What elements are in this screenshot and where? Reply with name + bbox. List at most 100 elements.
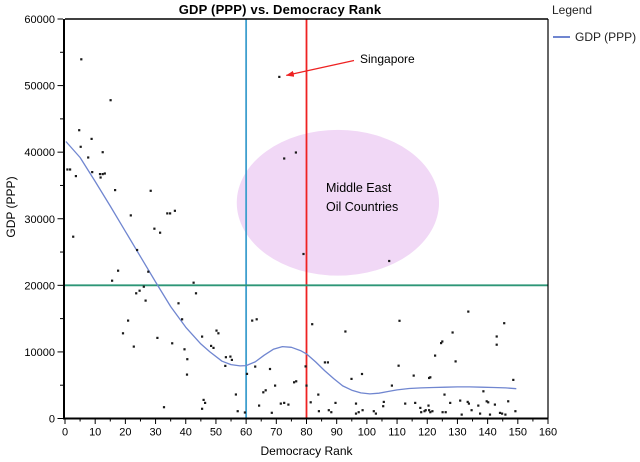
data-point bbox=[87, 156, 90, 159]
data-point bbox=[420, 411, 423, 414]
data-point bbox=[467, 310, 470, 313]
data-point bbox=[74, 175, 77, 178]
data-point bbox=[479, 412, 482, 415]
y-axis-title: GDP (PPP) bbox=[4, 176, 18, 238]
data-point bbox=[156, 336, 159, 339]
data-point bbox=[279, 402, 282, 405]
data-point bbox=[98, 173, 102, 176]
data-point bbox=[204, 401, 207, 404]
data-point bbox=[441, 411, 444, 414]
middle-east-highlight-ellipse bbox=[236, 129, 440, 276]
x-tick-label-140: 140 bbox=[478, 427, 496, 439]
data-point bbox=[326, 361, 329, 364]
data-point bbox=[147, 270, 150, 273]
data-point bbox=[434, 354, 437, 357]
data-point bbox=[305, 384, 308, 387]
data-point bbox=[135, 292, 138, 295]
data-point bbox=[111, 279, 114, 282]
data-point bbox=[514, 410, 517, 413]
data-point bbox=[454, 360, 457, 363]
data-point bbox=[217, 332, 220, 335]
y-tick-label-30000: 30000 bbox=[24, 214, 55, 226]
data-point bbox=[142, 285, 145, 288]
data-point bbox=[201, 407, 204, 410]
data-point bbox=[212, 346, 215, 349]
y-tick-label-60000: 60000 bbox=[24, 14, 55, 26]
data-point bbox=[330, 411, 333, 414]
data-point bbox=[236, 410, 239, 413]
data-point bbox=[287, 403, 290, 406]
data-point bbox=[485, 400, 488, 403]
data-point bbox=[109, 99, 112, 102]
data-point bbox=[153, 227, 156, 230]
x-tick-label-130: 130 bbox=[448, 427, 466, 439]
data-point bbox=[215, 329, 218, 332]
x-tick-label-70: 70 bbox=[270, 427, 282, 439]
axis-tick-labels: 0 10 20 30 40 50 60 70 80 90 100 110 120 130 140 150 160… bbox=[24, 14, 557, 439]
legend-line-swatch bbox=[553, 36, 570, 38]
data-point bbox=[354, 412, 358, 415]
data-point bbox=[103, 172, 106, 175]
reference-lines bbox=[65, 19, 548, 419]
data-point bbox=[444, 411, 447, 414]
data-point bbox=[149, 189, 152, 192]
x-tick-label-20: 20 bbox=[119, 427, 131, 439]
data-point bbox=[361, 409, 364, 412]
data-point bbox=[194, 292, 198, 295]
data-point bbox=[429, 376, 432, 379]
x-tick-label-100: 100 bbox=[358, 427, 376, 439]
region-label-line2: Oil Countries bbox=[326, 199, 399, 214]
data-point bbox=[234, 393, 237, 396]
data-point bbox=[283, 401, 286, 404]
data-point bbox=[412, 374, 415, 377]
data-point bbox=[144, 299, 147, 302]
data-point bbox=[202, 398, 205, 401]
data-point bbox=[136, 248, 139, 252]
data-point bbox=[428, 409, 431, 412]
x-axis-title: Democracy Rank bbox=[260, 444, 353, 458]
data-point bbox=[350, 377, 353, 380]
data-point bbox=[443, 393, 446, 396]
data-point bbox=[302, 252, 305, 256]
data-point bbox=[117, 269, 120, 272]
data-point bbox=[466, 400, 469, 403]
data-point bbox=[181, 318, 184, 321]
data-point bbox=[493, 403, 496, 406]
data-point bbox=[459, 399, 462, 402]
data-point bbox=[498, 411, 502, 414]
data-point bbox=[357, 411, 360, 414]
data-point bbox=[449, 401, 452, 404]
data-point bbox=[224, 364, 227, 367]
data-point bbox=[90, 137, 93, 140]
data-point bbox=[354, 402, 358, 405]
data-point bbox=[192, 281, 195, 284]
data-point bbox=[501, 412, 504, 415]
data-point bbox=[171, 342, 174, 345]
data-point bbox=[138, 289, 141, 292]
data-point bbox=[317, 410, 320, 413]
data-point bbox=[390, 384, 393, 387]
data-point bbox=[183, 348, 186, 351]
data-point bbox=[295, 380, 298, 383]
x-tick-label-50: 50 bbox=[210, 427, 222, 439]
data-point bbox=[129, 214, 132, 217]
data-point bbox=[503, 322, 506, 325]
data-point bbox=[424, 409, 427, 412]
data-point bbox=[78, 129, 81, 132]
data-point bbox=[388, 259, 391, 263]
data-point bbox=[245, 372, 249, 375]
data-point bbox=[419, 406, 422, 409]
region-label-line1: Middle East bbox=[326, 181, 392, 195]
data-point bbox=[72, 235, 75, 238]
data-point bbox=[451, 331, 454, 334]
data-point bbox=[304, 365, 307, 368]
data-point bbox=[264, 389, 267, 392]
data-point bbox=[127, 319, 130, 322]
data-point bbox=[360, 372, 364, 376]
data-point bbox=[309, 401, 312, 404]
data-point bbox=[80, 58, 83, 61]
data-point bbox=[166, 212, 169, 215]
data-point bbox=[467, 402, 470, 405]
data-point bbox=[185, 373, 189, 376]
